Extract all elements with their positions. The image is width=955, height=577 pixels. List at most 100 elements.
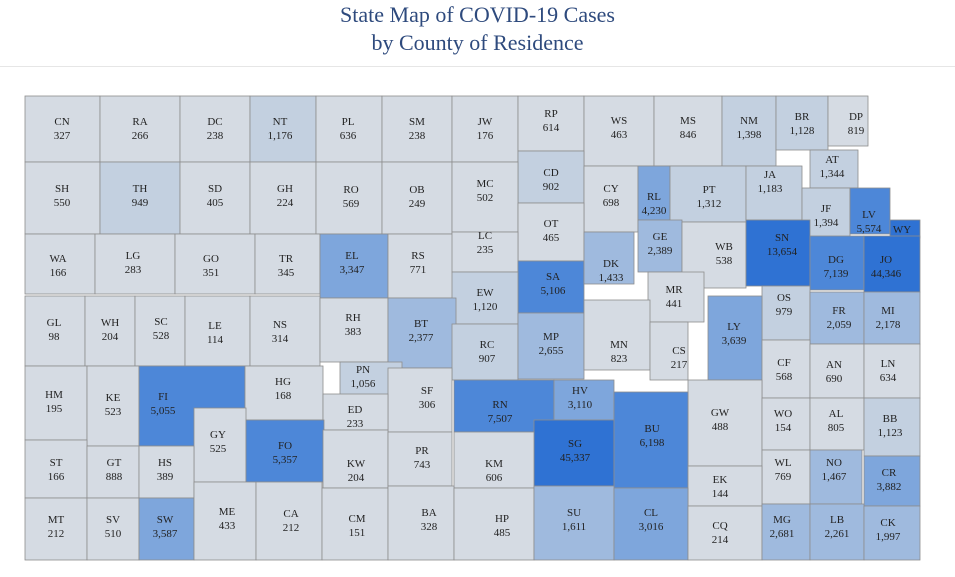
county-shape[interactable] — [863, 343, 921, 399]
county-sc[interactable]: SC 528 — [134, 295, 186, 367]
county-shape[interactable] — [387, 485, 455, 561]
county-cf[interactable]: CF 568 — [761, 339, 811, 399]
county-sv[interactable]: SV 510 — [86, 497, 140, 561]
county-ob[interactable]: OB 249 — [381, 161, 453, 235]
county-shape[interactable] — [809, 503, 865, 561]
county-shape[interactable] — [321, 487, 389, 561]
county-shape[interactable] — [381, 161, 453, 235]
county-ke[interactable]: KE 523 — [86, 365, 140, 447]
county-ge[interactable]: GE 2,389 — [637, 219, 683, 273]
county-shape[interactable] — [809, 343, 865, 399]
county-shape[interactable] — [613, 391, 689, 489]
county-mg[interactable]: MG 2,681 — [761, 503, 811, 561]
county-shape[interactable] — [387, 233, 457, 299]
county-gh[interactable]: GH 224 — [249, 161, 317, 235]
county-rh[interactable]: RH 383 — [319, 297, 389, 363]
county-ln[interactable]: LN 634 — [863, 343, 921, 399]
county-os[interactable]: OS 979 — [761, 285, 811, 341]
county-su[interactable]: SU 1,611 — [533, 485, 615, 561]
county-hp[interactable]: HP 485 — [453, 487, 535, 561]
county-shape[interactable] — [637, 165, 671, 221]
county-sf[interactable]: SF 306 — [387, 367, 453, 433]
county-br[interactable]: BR 1,128 — [775, 95, 829, 151]
county-wl[interactable]: WL 769 — [761, 449, 811, 505]
county-lg[interactable]: LG 283 — [94, 233, 176, 295]
county-shape[interactable] — [322, 429, 389, 489]
county-shape[interactable] — [613, 487, 689, 561]
county-bb[interactable]: BB 1,123 — [863, 397, 921, 457]
county-ba[interactable]: BA 328 — [387, 485, 455, 561]
county-shape[interactable] — [249, 295, 321, 367]
county-gy[interactable]: GY 525 — [193, 407, 247, 483]
county-shape[interactable] — [775, 95, 829, 151]
county-shape[interactable] — [533, 485, 615, 561]
county-mt[interactable]: MT 212 — [24, 497, 88, 561]
county-jw[interactable]: JW 176 — [451, 95, 519, 163]
county-shape[interactable] — [863, 505, 921, 561]
county-cd[interactable]: CD 902 — [517, 150, 585, 204]
county-rp[interactable]: RP 614 — [517, 95, 585, 152]
county-shape[interactable] — [687, 465, 763, 507]
county-jo[interactable]: JO 44,346 — [863, 235, 921, 293]
county-mn[interactable]: MN 823 — [583, 299, 651, 371]
county-shape[interactable] — [583, 299, 651, 371]
county-pr[interactable]: PR 743 — [387, 431, 453, 487]
county-dc[interactable]: DC 238 — [179, 95, 251, 163]
county-shape[interactable] — [99, 95, 181, 163]
county-shape[interactable] — [761, 503, 811, 561]
county-gw[interactable]: GW 488 — [687, 379, 763, 467]
county-cr[interactable]: CR 3,882 — [863, 455, 921, 507]
county-shape[interactable] — [322, 393, 389, 431]
county-shape[interactable] — [24, 365, 88, 441]
county-cq[interactable]: CQ 214 — [687, 505, 763, 561]
county-sh[interactable]: SH 550 — [24, 161, 101, 235]
county-mc[interactable]: MC 502 — [451, 161, 519, 233]
county-dk[interactable]: DK 1,433 — [583, 231, 635, 285]
county-shape[interactable] — [745, 219, 811, 287]
county-shape[interactable] — [451, 95, 519, 163]
county-fo[interactable]: FO 5,357 — [245, 419, 325, 483]
county-no[interactable]: NO 1,467 — [809, 449, 863, 505]
county-shape[interactable] — [84, 295, 136, 367]
county-th[interactable]: TH 949 — [99, 161, 181, 235]
county-shape[interactable] — [863, 397, 921, 457]
county-al[interactable]: AL 805 — [809, 397, 865, 451]
county-cm[interactable]: CM 151 — [321, 487, 389, 561]
county-shape[interactable] — [249, 95, 317, 163]
county-shape[interactable] — [583, 231, 635, 285]
county-shape[interactable] — [99, 161, 181, 235]
county-shape[interactable] — [86, 497, 140, 561]
county-st[interactable]: ST 166 — [24, 439, 88, 499]
county-pt[interactable]: PT 1,312 — [669, 165, 747, 223]
county-hv[interactable]: HV 3,110 — [553, 379, 615, 421]
county-shape[interactable] — [687, 505, 763, 561]
county-gl[interactable]: GL 98 — [24, 295, 86, 367]
county-shape[interactable] — [809, 235, 865, 291]
county-ly[interactable]: LY 3,639 — [707, 295, 763, 381]
county-shape[interactable] — [583, 165, 639, 233]
county-mi[interactable]: MI 2,178 — [863, 291, 921, 345]
county-shape[interactable] — [387, 367, 453, 433]
county-shape[interactable] — [193, 407, 247, 483]
county-jf[interactable]: JF 1,394 — [801, 187, 851, 239]
county-shape[interactable] — [255, 481, 323, 561]
county-ro[interactable]: RO 569 — [315, 161, 383, 235]
county-fr[interactable]: FR 2,059 — [809, 291, 865, 345]
county-shape[interactable] — [453, 487, 535, 561]
county-shape[interactable] — [381, 95, 453, 163]
county-ra[interactable]: RA 266 — [99, 95, 181, 163]
county-shape[interactable] — [517, 260, 585, 314]
county-shape[interactable] — [863, 235, 921, 293]
county-shape[interactable] — [451, 271, 519, 325]
county-shape[interactable] — [24, 233, 96, 295]
county-shape[interactable] — [707, 295, 763, 381]
county-nt[interactable]: NT 1,176 — [249, 95, 317, 163]
county-shape[interactable] — [637, 219, 683, 273]
county-hg[interactable]: HG 168 — [244, 365, 324, 421]
county-ek[interactable]: EK 144 — [687, 465, 763, 507]
county-wh[interactable]: WH 204 — [84, 295, 136, 367]
county-sg[interactable]: SG 45,337 — [533, 419, 615, 487]
county-shape[interactable] — [761, 397, 811, 451]
county-rs[interactable]: RS 771 — [387, 233, 457, 299]
county-shape[interactable] — [134, 295, 186, 367]
